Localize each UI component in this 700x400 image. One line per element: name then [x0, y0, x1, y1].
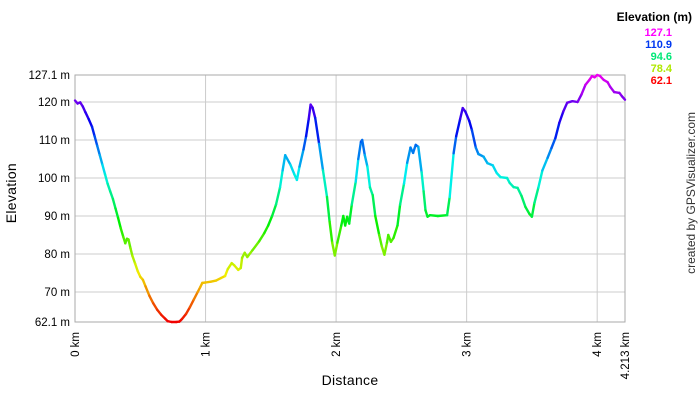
legend-entry: 78.4 [650, 63, 672, 75]
y-tick-label: 127.1 m [28, 70, 70, 82]
y-tick-label: 62.1 m [35, 317, 70, 329]
legend: Elevation (m) 127.1 110.9 94.6 78.4 62.1 [617, 10, 692, 87]
x-axis-title: Distance [321, 372, 379, 388]
y-tick-label: 90 m [44, 211, 70, 223]
x-axis-tick-labels: 0 km 1 km 2 km 3 km 4 km 4.213 km [70, 332, 632, 379]
gridlines [75, 75, 625, 322]
y-axis-tick-labels: 127.1 m 120 m 110 m 100 m 90 m 80 m 70 m 62.1 m [28, 70, 70, 329]
x-tick-label: 2 km [331, 332, 343, 357]
elevation-line [73, 73, 627, 324]
y-tick-label: 100 m [38, 173, 70, 185]
x-tick-label: 4 km [592, 332, 604, 357]
y-tick-label: 120 m [38, 97, 70, 109]
legend-entry: 110.9 [645, 39, 672, 51]
legend-entry: 94.6 [650, 51, 672, 63]
y-tick-label: 110 m [39, 135, 70, 147]
watermark: created by GPSVisualizer.com [684, 112, 698, 274]
legend-title: Elevation (m) [616, 10, 692, 24]
legend-entry: 62.1 [650, 75, 672, 87]
x-tick-label: 0 km [70, 332, 82, 357]
x-tick-label: 3 km [462, 332, 474, 357]
y-tick-label: 80 m [44, 249, 70, 261]
y-axis-title: Elevation [3, 163, 19, 224]
legend-entry: 127.1 [644, 27, 672, 39]
plot-frame [74, 74, 626, 323]
y-tick-label: 70 m [44, 287, 70, 299]
x-tick-label: 4.213 km [620, 332, 632, 379]
legend-entries: 127.1 110.9 94.6 78.4 62.1 [617, 27, 692, 87]
x-tick-label: 1 km [201, 332, 213, 357]
